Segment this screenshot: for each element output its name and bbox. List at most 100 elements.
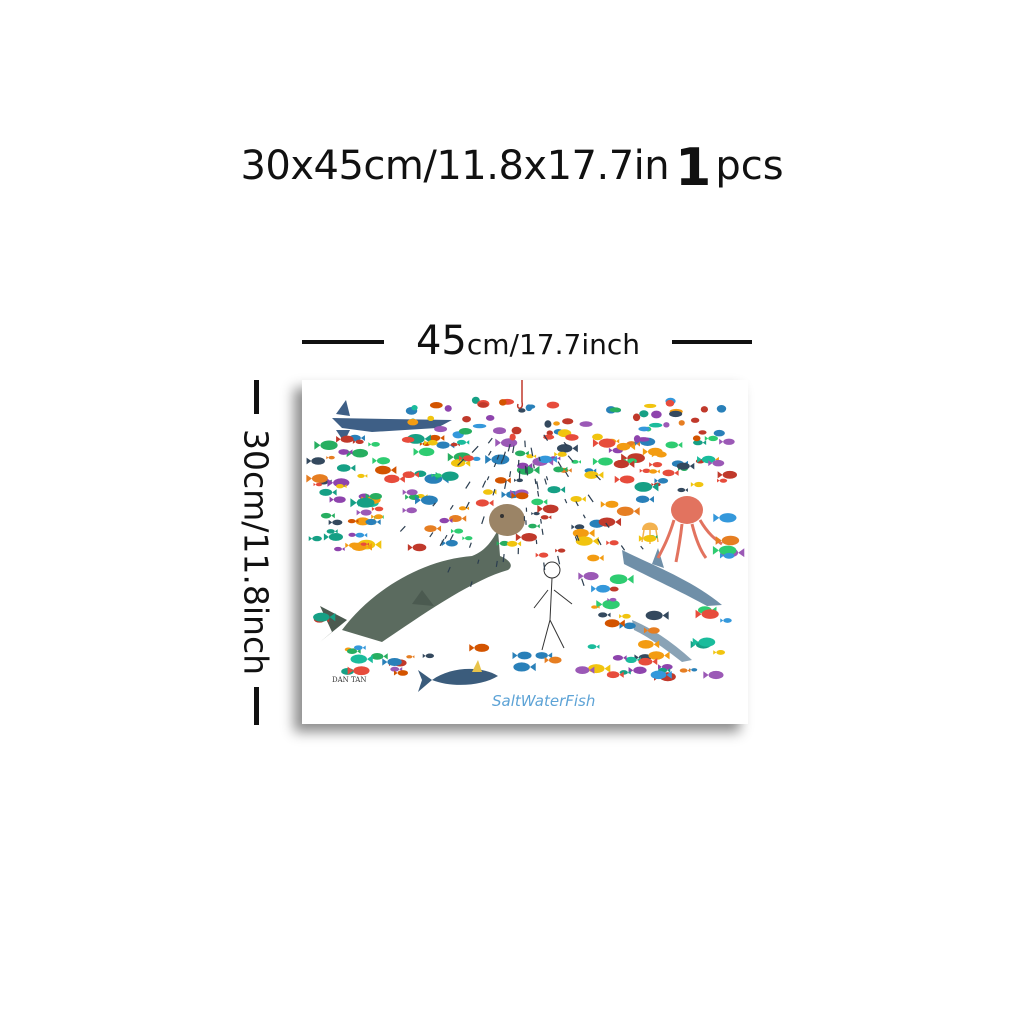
tiny-fish <box>635 495 654 504</box>
tiny-fish <box>643 627 660 634</box>
tiny-fish <box>703 670 724 680</box>
tiny-fish <box>429 402 443 409</box>
tiny-fish <box>562 418 574 425</box>
tiny-fish-stroke <box>504 480 507 490</box>
tiny-fish <box>719 438 735 445</box>
piece-count: 1 <box>675 138 712 198</box>
tiny-fish-stroke <box>432 502 436 507</box>
tiny-fish <box>509 433 516 441</box>
tiny-fish <box>413 447 435 457</box>
tiny-fish <box>654 478 669 484</box>
tiny-fish-stroke <box>557 555 561 565</box>
width-line-left <box>302 340 384 344</box>
tiny-fish <box>326 455 335 460</box>
tiny-fish <box>717 478 728 483</box>
tiny-fish-stroke <box>597 538 602 546</box>
tiny-fish-stroke <box>640 545 644 550</box>
tiny-fish-stroke <box>492 488 496 496</box>
tiny-fish <box>639 410 649 418</box>
tiny-fish-stroke <box>581 578 585 586</box>
tiny-fish-stroke <box>471 445 479 454</box>
tiny-fish <box>700 406 709 413</box>
artist-signature: DAN TAN <box>332 676 367 684</box>
tiny-fish <box>638 534 657 543</box>
tiny-fish-stroke <box>538 456 541 462</box>
tiny-fish-stroke <box>444 534 448 540</box>
width-number: 45 <box>415 318 467 364</box>
tiny-fish <box>713 429 725 437</box>
tiny-fish <box>531 498 548 506</box>
tiny-fish <box>483 489 497 495</box>
tiny-fish-stroke <box>526 467 529 476</box>
tiny-fish <box>401 436 415 443</box>
tiny-fish <box>715 535 740 546</box>
tiny-fish-stroke <box>557 461 562 468</box>
tiny-fish <box>496 540 509 546</box>
tiny-fish <box>713 650 726 655</box>
tiny-fish-stroke <box>502 451 506 461</box>
height-line-bottom <box>254 687 259 725</box>
tiny-fish <box>472 423 487 429</box>
tiny-fish <box>471 396 480 404</box>
tiny-fish <box>546 430 553 436</box>
tiny-fish-stroke <box>576 534 580 541</box>
tiny-fish <box>604 619 625 628</box>
tiny-fish <box>554 451 567 457</box>
tiny-fish-stroke <box>457 458 465 466</box>
tiny-fish <box>306 457 325 465</box>
tiny-fish <box>720 618 732 623</box>
tiny-fish <box>713 513 737 523</box>
tiny-fish <box>704 435 718 442</box>
tiny-fish <box>526 454 537 459</box>
tiny-fish <box>679 668 691 673</box>
tiny-fish <box>669 410 683 418</box>
tiny-fish <box>308 535 322 542</box>
tiny-fish <box>424 525 442 533</box>
tiny-fish <box>346 448 369 458</box>
tiny-fish-stroke <box>468 542 472 548</box>
pufferfish-drawing <box>489 504 525 536</box>
tiny-fish <box>528 523 540 529</box>
tiny-fish-stroke <box>543 434 549 442</box>
tiny-fish <box>572 528 595 538</box>
tiny-fish <box>402 489 418 496</box>
tiny-fish-stroke <box>447 566 451 573</box>
tiny-fish <box>375 465 397 475</box>
tiny-fish <box>606 671 624 679</box>
tiny-fish <box>649 422 663 428</box>
tiny-fish <box>616 442 636 451</box>
tiny-fish-stroke <box>509 471 512 478</box>
tiny-fish-stroke <box>574 536 578 541</box>
tiny-fish <box>506 540 522 547</box>
tiny-fish <box>619 613 631 619</box>
tiny-fish-stroke <box>545 476 549 481</box>
poster-artwork: DAN TAN SaltWaterFish <box>302 380 748 724</box>
tiny-fish <box>614 475 635 484</box>
tiny-fish <box>719 552 735 559</box>
tiny-fish-stroke <box>465 481 471 489</box>
tiny-fish <box>406 655 415 659</box>
tiny-fish <box>407 418 419 426</box>
tiny-fish <box>347 518 359 524</box>
tiny-fish <box>475 499 494 507</box>
tiny-fish <box>553 466 568 473</box>
tiny-fish-stroke <box>567 455 574 463</box>
tiny-fish-stroke <box>564 498 568 504</box>
diver-drawing <box>533 561 573 651</box>
tiny-fish <box>556 444 578 453</box>
tiny-fish <box>350 497 375 508</box>
tiny-fish-stroke <box>487 450 492 456</box>
tiny-fish <box>456 439 470 445</box>
tiny-fish <box>306 474 328 483</box>
tiny-fish <box>492 427 507 435</box>
tiny-fish-stroke <box>565 471 569 478</box>
tiny-fish-stroke <box>493 462 497 468</box>
tiny-fish-stroke <box>575 501 579 507</box>
swordfish-drawing <box>332 400 452 442</box>
height-dimension: 30cm/11.8inch <box>234 380 278 725</box>
tiny-fish-stroke <box>537 490 540 497</box>
tiny-fish <box>350 654 373 664</box>
tiny-fish <box>628 666 647 675</box>
tiny-fish <box>598 517 622 527</box>
tiny-fish-stroke <box>429 532 434 538</box>
